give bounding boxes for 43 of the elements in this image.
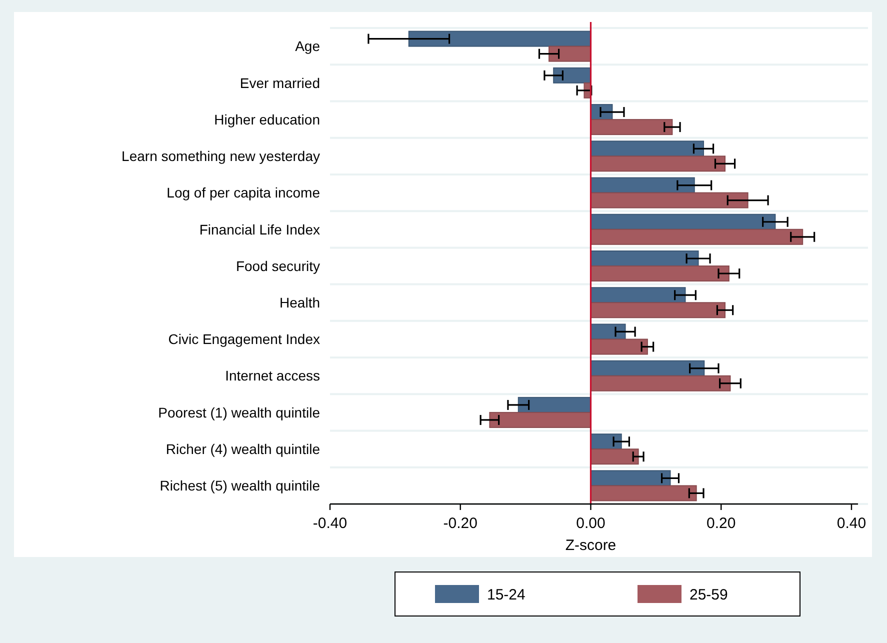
bar	[590, 177, 695, 194]
bar	[590, 140, 704, 157]
bar	[408, 30, 592, 47]
y-tick-label: Richest (5) wealth quintile	[160, 478, 320, 494]
x-axis-title: Z-score	[565, 537, 616, 554]
bar	[590, 448, 639, 465]
bar	[518, 396, 592, 413]
bar	[489, 412, 592, 428]
bar	[590, 360, 705, 376]
x-tick-label: -0.40	[312, 515, 348, 532]
bar	[590, 470, 671, 486]
x-tick-label: 0.20	[706, 515, 736, 532]
bar	[590, 287, 686, 304]
y-tick-label: Food security	[236, 258, 320, 274]
y-tick-label: Learn something new yesterday	[122, 148, 320, 164]
bar	[590, 266, 730, 282]
bar	[590, 302, 726, 318]
bar	[590, 338, 648, 355]
bar	[590, 250, 699, 266]
y-tick-label: Poorest (1) wealth quintile	[158, 404, 320, 420]
x-tick-label: 0.40	[836, 515, 866, 532]
y-tick-label: Higher education	[214, 111, 320, 128]
y-tick-label: Internet access	[225, 368, 320, 384]
bar	[590, 228, 804, 245]
x-tick-label: 0.00	[576, 515, 606, 532]
bar	[590, 192, 748, 208]
y-tick-label: Ever married	[240, 74, 320, 91]
y-tick-label: Age	[295, 38, 320, 54]
bar	[548, 46, 592, 62]
y-tick-label: Log of per capita income	[166, 184, 320, 201]
bar	[590, 156, 726, 172]
x-tick-label: -0.20	[443, 515, 478, 532]
legend-label: 15-24	[487, 586, 526, 604]
y-tick-label: Civic Engagement Index	[168, 331, 320, 348]
y-tick-label: Financial Life Index	[199, 221, 320, 238]
y-tick-label: Richer (4) wealth quintile	[166, 440, 320, 457]
bar	[553, 67, 592, 84]
bar	[590, 214, 776, 230]
y-tick-label: Health	[280, 294, 320, 311]
bar	[590, 375, 731, 392]
legend-label: 25-59	[690, 586, 728, 604]
bar	[590, 485, 697, 502]
bar	[590, 119, 673, 136]
